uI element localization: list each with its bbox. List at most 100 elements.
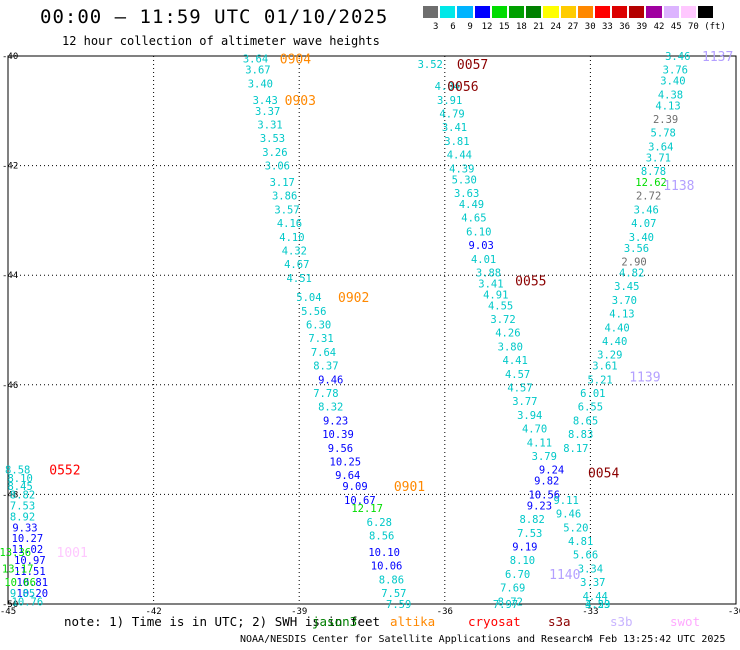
color-scale-swatch [697,5,715,19]
legend-satellite-5: swot [670,614,701,629]
footer-note: note: 1) Time is in UTC; 2) SWH is in fe… [64,614,381,629]
color-scale-label: 24 [550,22,562,32]
wave-height-value: 8.58 [5,465,30,477]
wave-height-value: 3.64 [243,54,268,66]
wave-height-value: 8.32 [318,402,343,414]
wave-height-value: 7.31 [308,333,333,345]
wave-height-value: 6.30 [306,320,331,332]
wave-height-value: 7.64 [311,347,336,359]
legend-satellite-3: s3a [548,614,571,629]
wave-height-value: 3.40 [248,78,273,90]
wave-height-value: 4.32 [282,246,307,258]
wave-height-value: 10.06 [371,561,403,573]
wave-height-value: 4.79 [439,109,464,121]
map-subtitle: 12 hour collection of altimeter wave hei… [62,34,380,48]
color-scale-label: 9 [467,22,473,32]
wave-height-value: 4.04 [435,81,460,93]
wave-height-value: 5.56 [301,306,326,318]
pass-time-label: 0903 [285,94,316,109]
wave-height-value: 4.70 [522,424,547,436]
pass-time-label: 0056 [447,80,478,95]
wave-height-value: 13.36 [0,547,31,559]
wave-height-value: 10.97 [14,555,46,567]
color-scale-swatch [662,5,680,19]
wave-height-value: 8.83 [568,429,593,441]
wave-height-value: 5.78 [651,128,676,140]
wave-height-value: 9.64 [335,470,360,482]
wave-height-value: 3.37 [255,106,280,118]
wave-height-value: 4.40 [604,322,629,334]
wave-height-value: 3.86 [272,191,297,203]
color-scale-label: 36 [619,22,631,32]
wave-height-value: 11.02 [12,544,44,556]
wave-height-value: 5.66 [573,550,598,562]
wave-height-value: 7.78 [313,388,338,400]
wave-height-value: 8.86 [379,574,404,586]
lat-tick-label: -44 [2,271,18,281]
lon-tick-label: -42 [145,607,161,617]
wave-height-value: 6.55 [578,402,603,414]
color-scale-swatch [473,5,491,19]
wave-height-value: 3.91 [437,95,462,107]
wave-height-value: 9.33 [12,522,37,534]
wave-height-value: 9.24 [539,465,564,477]
wave-height-value: 8.92 [10,511,35,523]
wave-height-value: 4.11 [527,437,552,449]
pass-time-label: 0904 [280,53,311,68]
color-scale-swatch [679,5,697,19]
wave-height-value: 8.82 [10,489,35,501]
wave-height-value: 4.10 [279,232,304,244]
wave-height-value: 3.43 [253,95,278,107]
footer-timestamp: 4 Feb 13:25:42 UTC 2025 [587,634,726,645]
wave-height-value: 3.56 [624,243,649,255]
pass-time-label: 0055 [515,275,546,290]
lon-tick-label: -30 [728,607,740,617]
map-frame [7,55,737,605]
wave-height-value: 4.44 [583,591,608,603]
wave-height-value: 9.11 [553,495,578,507]
color-scale-swatch [576,5,594,19]
wave-height-value: 13.17 [2,563,34,575]
wave-height-value: 7.53 [517,528,542,540]
wave-height-value: 10.39 [322,429,354,441]
wave-height-value: 4.57 [507,383,532,395]
wave-height-value: 3.63 [454,188,479,200]
lat-tick-label: -40 [2,52,18,62]
color-scale-label: 42 [653,22,665,32]
wave-height-value: 3.64 [648,141,673,153]
pass-time-label: 1140 [549,568,580,583]
wave-height-value: 9.46 [318,374,343,386]
wave-height-value: 9.19 [512,541,537,553]
wave-height-value: 3.80 [498,341,523,353]
wave-height-value: 4.41 [503,355,528,367]
wave-height-value: 4.44 [447,150,472,162]
wave-height-value: 10.81 [16,577,48,589]
lat-tick-label: -50 [2,600,18,610]
wave-height-value: 10.27 [12,533,44,545]
wave-height-value: 12.62 [635,177,667,189]
wave-height-value: 4.13 [655,100,680,112]
wave-height-value: 3.29 [597,350,622,362]
pass-time-label: 1137 [702,50,733,65]
color-scale-swatch [439,5,457,19]
wave-height-value: 5.04 [296,292,321,304]
wave-height-value: 8.10 [510,555,535,567]
wave-height-value: 8.72 [498,596,523,608]
wave-height-value: 10.10 [368,547,400,559]
wave-height-value: 3.46 [634,204,659,216]
wave-height-value: 4.81 [568,536,593,548]
lat-tick-label: -46 [2,381,18,391]
legend-satellite-4: s3b [610,614,633,629]
pass-time-label: 0552 [49,464,80,479]
wave-height-value: 3.37 [580,577,605,589]
color-scale-swatch [542,5,560,19]
legend-satellite-0: jason3 [312,614,358,629]
wave-height-value: 5.30 [452,174,477,186]
wave-height-value: 3.46 [665,51,690,63]
wave-height-value: 3.41 [478,278,503,290]
wave-height-value: 2.39 [653,114,678,126]
wave-height-value: 4.57 [505,369,530,381]
wave-height-value: 8.65 [573,415,598,427]
legend-satellite-2: cryosat [468,614,521,629]
wave-height-value: 3.71 [646,152,671,164]
